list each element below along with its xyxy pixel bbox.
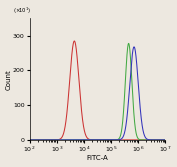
Y-axis label: Count: Count: [5, 69, 12, 90]
Text: $(\times\!10^1)$: $(\times\!10^1)$: [13, 6, 32, 16]
X-axis label: FITC-A: FITC-A: [87, 155, 108, 161]
